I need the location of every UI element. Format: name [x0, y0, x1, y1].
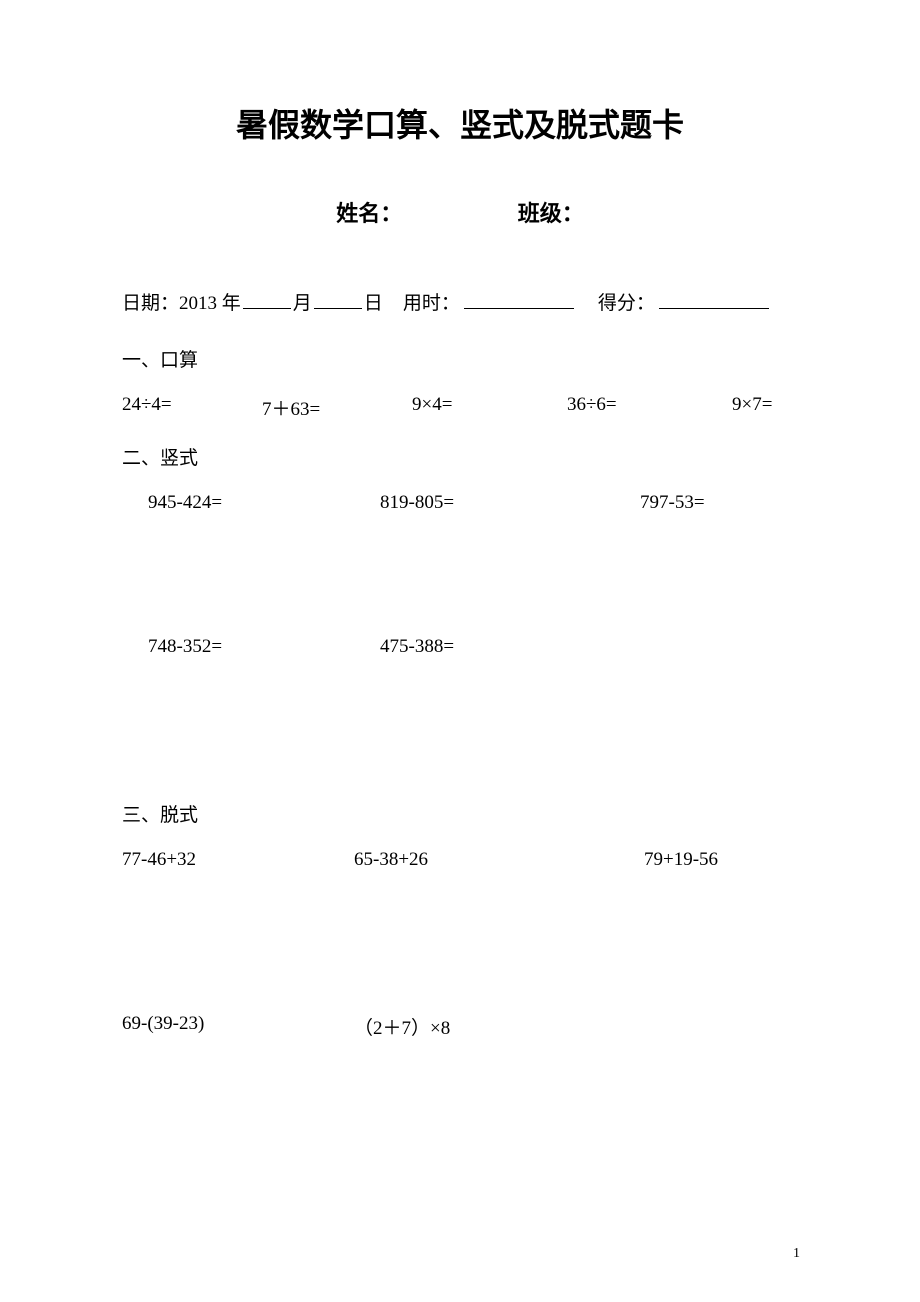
score-blank[interactable]	[659, 291, 769, 309]
problem: 748-352=	[122, 636, 380, 658]
section1-header: 一、口算	[122, 345, 798, 372]
problem: 79+19-56	[644, 849, 718, 871]
problem: 819-805=	[380, 492, 640, 514]
day-suffix: 日	[364, 288, 383, 315]
time-blank[interactable]	[464, 291, 574, 309]
work-space	[122, 680, 798, 800]
score-label: 得分：	[598, 288, 655, 315]
problem: 77-46+32	[122, 849, 354, 871]
section3-header: 三、脱式	[122, 800, 798, 827]
month-suffix: 月	[293, 288, 312, 315]
section3-row2: 69-(39-23) （2＋7）×8	[122, 1013, 798, 1040]
date-prefix: 日期：	[122, 288, 179, 315]
name-class-row: 姓名： 班级：	[122, 196, 798, 228]
problem: 24÷4=	[122, 394, 262, 421]
problem: 9×7=	[732, 394, 772, 421]
problem: 797-53=	[640, 492, 705, 514]
work-space	[122, 536, 798, 636]
problem: 65-38+26	[354, 849, 644, 871]
work-space	[122, 893, 798, 1013]
problem: 945-424=	[122, 492, 380, 514]
page-number: 1	[793, 1246, 800, 1262]
class-label: 班级：	[518, 201, 584, 226]
problem: 69-(39-23)	[122, 1013, 354, 1040]
problem: 9×4=	[412, 394, 567, 421]
section2-header: 二、竖式	[122, 443, 798, 470]
date-row: 日期： 2013 年 月 日 用时： 得分：	[122, 288, 798, 315]
name-label: 姓名：	[336, 201, 402, 226]
problem: 475-388=	[380, 636, 640, 658]
section1-problems: 24÷4= 7＋63= 9×4= 36÷6= 9×7=	[122, 394, 798, 421]
problem: （2＋7）×8	[354, 1013, 644, 1040]
problem: 7＋63=	[262, 394, 412, 421]
month-blank[interactable]	[243, 291, 291, 309]
problem: 36÷6=	[567, 394, 732, 421]
date-year: 2013 年	[179, 288, 241, 315]
section2-row1: 945-424= 819-805= 797-53=	[122, 492, 798, 514]
day-blank[interactable]	[314, 291, 362, 309]
time-label: 用时：	[403, 288, 460, 315]
worksheet-title: 暑假数学口算、竖式及脱式题卡	[122, 100, 798, 146]
section3-row1: 77-46+32 65-38+26 79+19-56	[122, 849, 798, 871]
section2-row2: 748-352= 475-388=	[122, 636, 798, 658]
